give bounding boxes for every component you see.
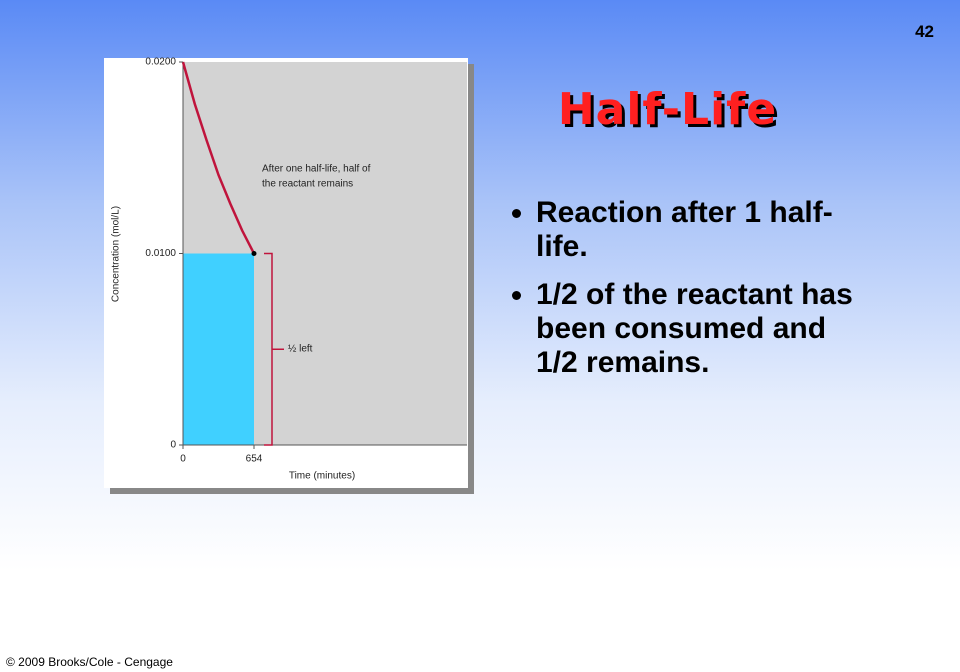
annotation: After one half-life, half of: [262, 164, 371, 175]
slide-title: Half-Life: [557, 84, 778, 135]
bullet: Reaction after 1 half-life.: [536, 196, 876, 264]
bracket: [264, 252, 284, 446]
y-tick-label: 0.0100: [145, 248, 176, 259]
y-tick-label: 0: [170, 440, 176, 451]
shaded-area: [183, 253, 254, 445]
y-tick-label: 0.0200: [145, 57, 176, 68]
decay-curve: [181, 61, 256, 255]
annotation: ½ left: [288, 344, 313, 355]
annotation: the reactant remains: [262, 179, 353, 190]
slide-number: 42: [915, 22, 934, 41]
y-axis-label: Concentration (mol/L): [111, 206, 122, 302]
bullet-list: Reaction after 1 half-life. 1/2 of the r…: [510, 196, 876, 394]
x-tick-label: 0: [180, 454, 186, 465]
footer: © 2009 Brooks/Cole - Cengage: [6, 655, 173, 669]
x-axis-label: Time (minutes): [289, 471, 355, 482]
x-tick-label: 654: [246, 454, 263, 465]
half-life-point: [251, 251, 257, 256]
bullet: 1/2 of the reactant has been consumed an…: [536, 278, 876, 380]
